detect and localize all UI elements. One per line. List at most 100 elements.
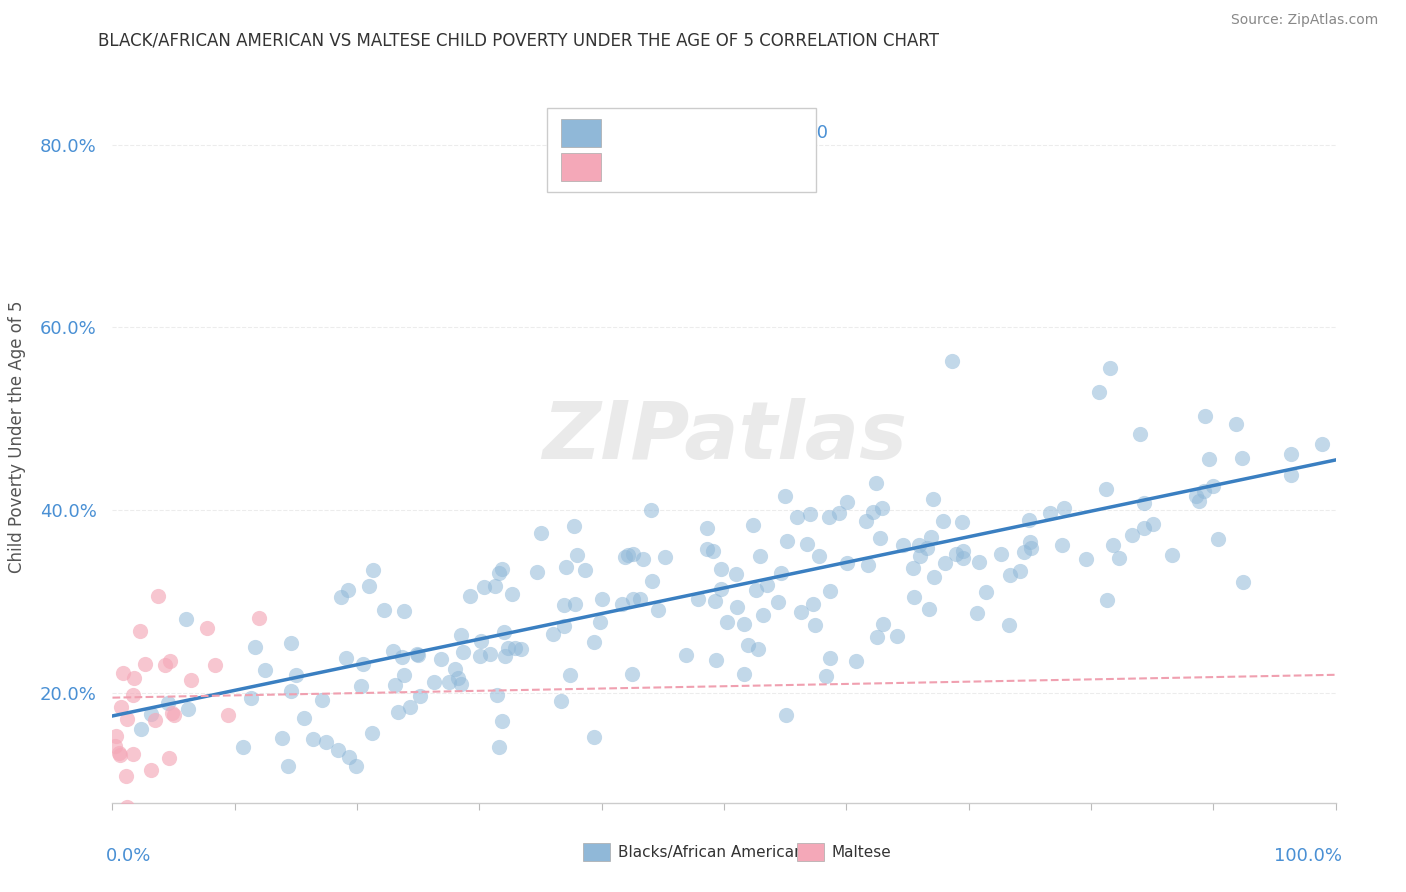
Point: [104, 739, 127, 753]
Point: [640, 502, 662, 516]
Point: [1108, 550, 1130, 565]
Point: [582, 730, 605, 744]
Point: [243, 640, 266, 655]
Point: [453, 645, 475, 659]
Point: [311, 693, 333, 707]
Point: [886, 628, 908, 642]
Point: [384, 678, 406, 692]
Point: [1225, 417, 1247, 431]
Point: [352, 657, 374, 672]
Point: [990, 547, 1012, 561]
Point: [1192, 483, 1215, 498]
Point: [752, 608, 775, 623]
Point: [768, 595, 790, 609]
Point: [686, 591, 709, 606]
Point: [271, 731, 294, 745]
Point: [775, 489, 797, 503]
Point: [716, 615, 738, 629]
Point: [148, 590, 170, 604]
Point: [159, 654, 181, 668]
Point: [550, 694, 572, 708]
Point: [724, 566, 747, 581]
Point: [1000, 567, 1022, 582]
Point: [918, 601, 941, 615]
Point: [1279, 447, 1302, 461]
Point: [510, 642, 533, 657]
Point: [141, 706, 163, 721]
Point: [903, 590, 925, 604]
Point: [392, 603, 415, 617]
Point: [710, 562, 733, 576]
Point: [361, 563, 384, 577]
Point: [891, 538, 914, 552]
FancyBboxPatch shape: [547, 108, 815, 192]
Point: [616, 548, 638, 562]
Point: [315, 734, 337, 748]
Point: [1230, 451, 1253, 466]
Point: [153, 658, 176, 673]
Point: [790, 605, 813, 619]
Text: Blacks/African Americans: Blacks/African Americans: [617, 845, 811, 860]
Point: [387, 705, 409, 719]
Point: [920, 530, 942, 544]
Point: [163, 708, 186, 723]
Point: [488, 566, 510, 581]
Text: 200: 200: [794, 124, 830, 142]
Text: ZIPatlas: ZIPatlas: [541, 398, 907, 476]
Point: [1133, 496, 1156, 510]
Point: [1201, 479, 1223, 493]
Point: [621, 547, 644, 561]
Point: [326, 742, 349, 756]
Point: [239, 691, 262, 706]
Point: [574, 563, 596, 577]
Point: [733, 666, 755, 681]
Point: [117, 712, 139, 726]
Text: 0.015: 0.015: [661, 158, 711, 177]
Text: R =: R =: [614, 158, 652, 177]
Point: [496, 640, 519, 655]
Point: [359, 578, 381, 592]
Point: [177, 701, 200, 715]
Point: [122, 671, 145, 685]
Point: [704, 653, 727, 667]
Point: [934, 556, 956, 570]
Text: N =: N =: [727, 124, 778, 142]
Point: [253, 664, 276, 678]
Point: [974, 585, 997, 599]
Text: N =: N =: [727, 158, 778, 177]
Point: [747, 642, 769, 657]
Point: [1101, 537, 1123, 551]
Point: [818, 651, 841, 665]
Point: [1050, 538, 1073, 552]
Point: [1188, 494, 1211, 508]
Point: [799, 508, 821, 522]
Point: [869, 531, 891, 545]
Point: [745, 583, 768, 598]
Point: [491, 714, 513, 729]
Point: [818, 584, 841, 599]
FancyBboxPatch shape: [797, 843, 824, 862]
Point: [1232, 574, 1254, 589]
Point: [1095, 593, 1118, 607]
Point: [301, 732, 323, 747]
Point: [285, 667, 308, 681]
Point: [392, 668, 415, 682]
Point: [748, 549, 770, 563]
Point: [1279, 468, 1302, 483]
Point: [280, 636, 302, 650]
Point: [470, 634, 492, 648]
Point: [494, 648, 516, 663]
Point: [361, 726, 384, 740]
Point: [620, 666, 643, 681]
Point: [450, 628, 472, 642]
Point: [796, 537, 818, 551]
Point: [408, 689, 430, 703]
Point: [553, 619, 575, 633]
Point: [614, 550, 637, 565]
Point: [1161, 548, 1184, 562]
Point: [952, 550, 974, 565]
Point: [478, 648, 501, 662]
Point: [337, 583, 360, 598]
Point: [922, 570, 945, 584]
Point: [1133, 520, 1156, 534]
